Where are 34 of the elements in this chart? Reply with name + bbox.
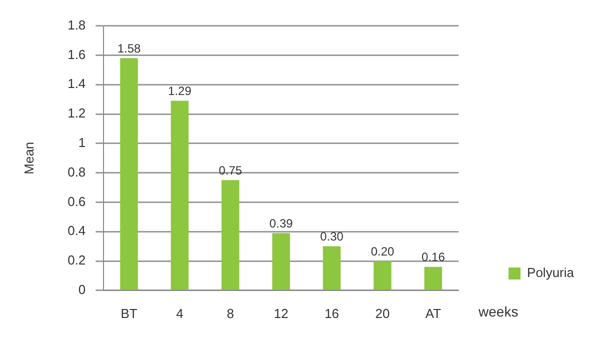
x-tick-label: BT	[120, 306, 138, 321]
bar	[374, 261, 392, 290]
y-tick-label: 0.8	[68, 164, 86, 180]
legend-label: Polyuria	[527, 265, 575, 280]
x-tick-label: 12	[274, 306, 288, 321]
y-tick-label: 0.6	[68, 194, 86, 209]
data-label: 0.16	[422, 250, 446, 264]
data-label: 0.30	[320, 230, 344, 244]
x-tick-label: 20	[375, 306, 390, 321]
bar	[424, 266, 442, 290]
data-label: 0.75	[218, 163, 242, 178]
y-tick-label: 0	[78, 282, 86, 297]
y-tick-label: 1.2	[68, 106, 86, 121]
y-axis-title: Mean	[21, 142, 36, 174]
data-label: 1.58	[117, 41, 142, 56]
bar	[120, 58, 138, 290]
bar	[322, 246, 341, 290]
y-tick-label: 1.4	[68, 76, 86, 92]
y-tick-label: 1	[78, 134, 86, 150]
bar	[170, 100, 189, 290]
x-tick-label: 16	[324, 306, 340, 321]
bar	[272, 233, 290, 290]
y-tick-label: 0.2	[68, 252, 86, 268]
y-tick-label: 0.4	[68, 223, 86, 238]
data-label: 0.39	[269, 216, 294, 230]
y-tick-label: 1.8	[68, 17, 86, 32]
data-label: 1.29	[168, 84, 192, 98]
x-tick-label: AT	[425, 306, 442, 321]
x-tick-label: 8	[226, 306, 234, 321]
bar	[222, 180, 240, 290]
y-tick-label: 1.6	[68, 46, 86, 62]
x-axis-title: weeks	[478, 303, 518, 320]
x-tick-label: 4	[176, 306, 184, 321]
data-label: 0.20	[370, 244, 394, 258]
